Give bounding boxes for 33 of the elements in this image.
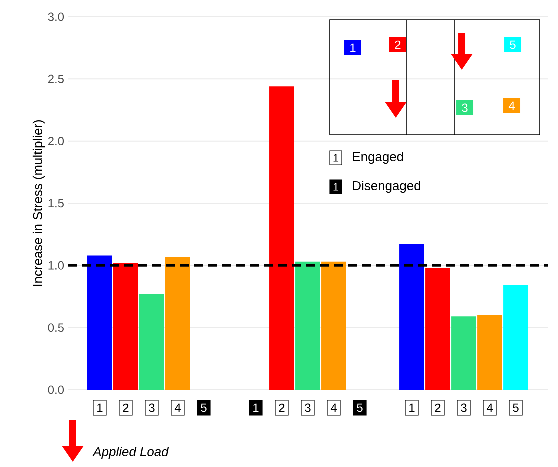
x-tick-label: 2 [435,404,441,412]
y-tick-label: 2.5 [48,74,64,84]
y-axis-title: Increase in Stress (multiplier) [32,120,46,286]
y-tick-label: 1.5 [48,199,64,208]
x-tick-label: 3 [149,404,155,412]
y-tick-label: 0.5 [48,324,64,332]
x-tick-label: 1 [410,404,415,412]
x-tick-label: 4 [486,404,493,412]
x-tick-label: 5 [201,404,207,412]
annotation: Disengaged [353,180,420,194]
category-label: 1 [334,183,339,191]
text: Applied Load [92,446,170,460]
annotation: Engaged [353,152,404,164]
y-tick-label: 2.0 [48,137,64,146]
x-tick-label: 3 [305,404,311,412]
category-label: 1 [334,154,339,162]
x-tick-label: 5 [513,404,519,412]
x-tick-label: 4 [330,404,337,412]
x-tick-label: 2 [279,404,285,412]
y-tick-label: 3.0 [48,12,64,22]
category-label: 5 [510,40,516,50]
x-tick-label: 1 [254,404,259,412]
x-tick-label: 4 [174,404,181,412]
y-tick-label: 0.0 [48,386,64,394]
category-label: 2 [395,40,401,50]
category-label: 3 [462,104,468,112]
category-label: 1 [350,44,356,52]
x-tick-label: 5 [357,404,363,412]
x-tick-label: 2 [123,404,129,412]
x-tick-label: 3 [461,404,467,412]
category-label: 4 [508,102,515,110]
x-tick-label: 1 [98,404,103,412]
y-tick-label: 1.0 [48,261,64,270]
